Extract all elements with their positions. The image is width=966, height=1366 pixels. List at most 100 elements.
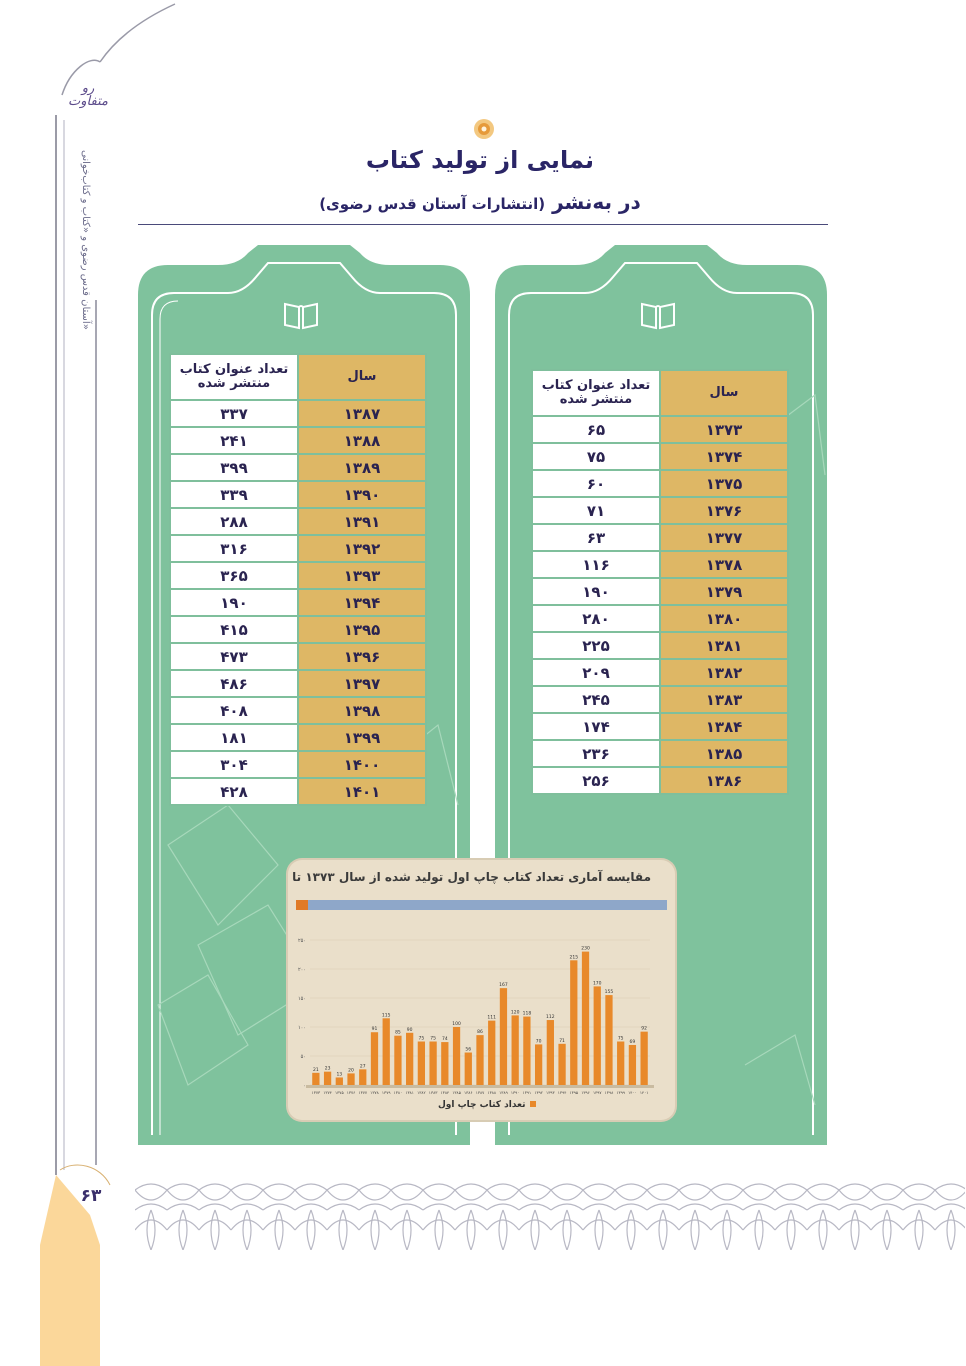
- year-cell: ۱۳۹۴: [297, 588, 427, 617]
- pattern-stroke: [774, 1203, 808, 1211]
- x-tick-label: ۱۳۷۴: [323, 1090, 332, 1095]
- x-tick-label: ۱۳۹۲: [534, 1090, 543, 1095]
- pattern-stroke: [742, 1183, 776, 1191]
- x-tick-label: ۱۳۸۷: [476, 1090, 485, 1095]
- bar-value-label: 75: [419, 1036, 425, 1042]
- pattern-stroke: [710, 1219, 744, 1231]
- pattern-stroke: [710, 1203, 744, 1211]
- count-cell: ۳۹۹: [169, 453, 299, 482]
- year-cell: ۱۳۸۵: [659, 739, 789, 768]
- table-row: ۱۳۹۶ ۴۷۳: [169, 642, 427, 671]
- pattern-stroke: [790, 1209, 796, 1250]
- pattern-stroke: [486, 1203, 520, 1211]
- bar-value-label: 170: [593, 980, 602, 986]
- y-tick-label: ۰: [303, 1083, 306, 1089]
- pattern-stroke: [294, 1183, 328, 1191]
- year-cell: ۱۳۷۹: [659, 577, 789, 606]
- header-year: سال: [659, 369, 789, 417]
- pattern-stroke: [374, 1209, 380, 1250]
- bar: [581, 951, 590, 1085]
- pattern-stroke: [530, 1209, 536, 1250]
- count-cell: ۴۲۸: [169, 777, 299, 806]
- count-cell: ۲۴۱: [169, 426, 299, 455]
- count-cell: ۲۸۸: [169, 507, 299, 536]
- year-cell: ۱۳۸۲: [659, 658, 789, 687]
- pattern-stroke: [822, 1209, 828, 1250]
- bar: [312, 1072, 320, 1085]
- pattern-stroke: [358, 1219, 392, 1231]
- x-tick-label: ۱۳۹۸: [605, 1090, 614, 1095]
- pattern-stroke: [390, 1189, 424, 1201]
- table-row: ۱۳۷۹ ۱۹۰: [531, 577, 789, 606]
- pattern-stroke: [886, 1209, 892, 1250]
- pattern-stroke: [806, 1183, 840, 1191]
- bar: [558, 1043, 566, 1085]
- pattern-stroke: [550, 1203, 584, 1211]
- table-row: ۱۳۹۸ ۴۰۸: [169, 696, 427, 725]
- footer-pattern: [135, 1183, 965, 1250]
- bar: [359, 1069, 367, 1085]
- pattern-stroke: [182, 1209, 188, 1250]
- bar-value-label: 120: [511, 1009, 520, 1015]
- pattern-stroke: [934, 1189, 965, 1201]
- pattern-stroke: [630, 1209, 636, 1250]
- bar: [394, 1035, 402, 1085]
- pattern-stroke: [518, 1189, 552, 1201]
- ornament-icon: [474, 119, 494, 139]
- pattern-stroke: [646, 1203, 680, 1211]
- pattern-stroke: [294, 1189, 328, 1201]
- year-cell: ۱۳۹۲: [297, 534, 427, 563]
- table-row: ۱۳۹۲ ۳۱۶: [169, 534, 427, 563]
- pattern-stroke: [806, 1219, 840, 1231]
- count-cell: ۳۶۵: [169, 561, 299, 590]
- header-count: تعداد عنوان کتاب منتشر شده: [169, 353, 299, 401]
- subtitle-paren: (انتشارات آستان قدس رضوی): [319, 195, 546, 213]
- x-tick-label: ۱۳۸۶: [464, 1090, 473, 1095]
- pattern-stroke: [486, 1189, 520, 1201]
- pattern-stroke: [198, 1183, 232, 1191]
- count-cell: ۱۹۰: [169, 588, 299, 617]
- pattern-stroke: [838, 1189, 872, 1201]
- pattern-stroke: [774, 1189, 808, 1201]
- pattern-stroke: [370, 1209, 376, 1250]
- year-cell: ۱۳۷۴: [659, 442, 789, 471]
- pattern-stroke: [166, 1203, 200, 1211]
- pattern-stroke: [742, 1189, 776, 1201]
- bar: [605, 995, 613, 1085]
- pattern-stroke: [882, 1209, 888, 1250]
- pattern-stroke: [310, 1209, 316, 1250]
- pattern-stroke: [614, 1219, 648, 1231]
- bar: [370, 1032, 379, 1085]
- header-year: سال: [297, 353, 427, 401]
- table-row: ۱۳۸۱ ۲۲۵: [531, 631, 789, 660]
- bar-value-label: 75: [430, 1036, 436, 1042]
- pattern-stroke: [582, 1203, 616, 1211]
- bar: [523, 1016, 531, 1085]
- count-cell: ۴۱۵: [169, 615, 299, 644]
- pattern-stroke: [358, 1183, 392, 1191]
- table-row: ۱۳۸۹ ۳۹۹: [169, 453, 427, 482]
- book-icon: [284, 302, 318, 330]
- bar-value-label: 92: [641, 1026, 647, 1032]
- pattern-stroke: [934, 1219, 965, 1231]
- pattern-stroke: [658, 1209, 664, 1250]
- pattern-stroke: [806, 1203, 840, 1211]
- year-cell: ۱۳۸۹: [297, 453, 427, 482]
- y-tick-label: ۱۰۰: [298, 1025, 306, 1031]
- subtitle-main: در به‌نشر: [552, 190, 641, 214]
- y-tick-label: ۲۰۰: [298, 967, 306, 973]
- y-tick-label: ۵۰: [301, 1054, 306, 1060]
- pattern-stroke: [914, 1209, 920, 1250]
- pattern-stroke: [774, 1183, 808, 1191]
- year-cell: ۱۳۹۳: [297, 561, 427, 590]
- pattern-stroke: [135, 1219, 168, 1231]
- year-cell: ۱۳۸۳: [659, 685, 789, 714]
- year-cell: ۱۳۸۸: [297, 426, 427, 455]
- pattern-stroke: [582, 1183, 616, 1191]
- pattern-stroke: [566, 1209, 572, 1250]
- pattern-stroke: [166, 1219, 200, 1231]
- count-cell: ۲۳۶: [531, 739, 661, 768]
- count-cell: ۲۵۶: [531, 766, 661, 795]
- pattern-stroke: [178, 1209, 184, 1250]
- bar: [347, 1073, 355, 1085]
